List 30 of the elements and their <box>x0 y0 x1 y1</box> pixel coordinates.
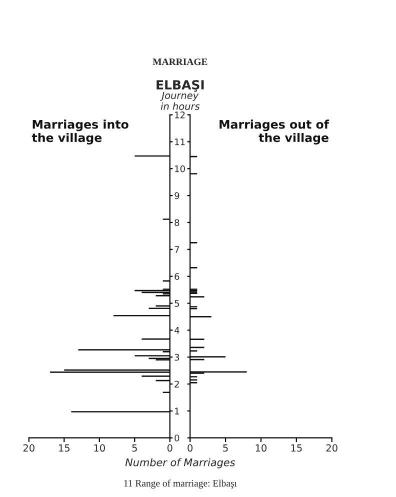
x-tick-label: 0 <box>188 444 193 452</box>
text: 11 Range of marriage: Elbaşı <box>124 480 237 489</box>
x-axis-title: Number of Marriages <box>125 458 236 468</box>
text: Marriages out of the village <box>220 120 330 144</box>
y-tick-label: 9 <box>174 192 180 200</box>
x-tick-label: 10 <box>94 444 105 452</box>
x-tick-label: 20 <box>23 444 34 452</box>
x-tick-label: 5 <box>223 444 228 452</box>
y-tick-label: 11 <box>175 138 185 146</box>
x-tick-label: 5 <box>132 444 137 452</box>
series-label: Marriages into the village <box>32 120 128 144</box>
y-tick-label: 0 <box>174 434 180 442</box>
y-tick-label: 6 <box>174 273 180 280</box>
y-tick-label: 10 <box>175 165 185 172</box>
y-axis-title: Journey in hours <box>160 92 200 110</box>
x-tick-label: 0 <box>167 444 172 452</box>
x-tick-label: 10 <box>256 444 267 452</box>
y-tick-label: 5 <box>174 300 180 307</box>
y-tick-label: 4 <box>174 327 180 334</box>
y-tick-label: 12 <box>175 112 185 118</box>
y-tick-label: 1 <box>175 408 179 414</box>
y-tick-label: 8 <box>174 219 180 226</box>
text: MARRIAGE <box>152 58 208 66</box>
x-tick-label: 15 <box>59 444 70 452</box>
y-tick-label: 2 <box>174 380 179 388</box>
x-tick-label: 20 <box>326 444 338 452</box>
y-tick-label: 3 <box>174 354 180 361</box>
y-tick-label: 7 <box>174 246 180 253</box>
x-tick-label: 15 <box>291 444 302 452</box>
chart-title: ELBAŞI <box>156 80 204 92</box>
